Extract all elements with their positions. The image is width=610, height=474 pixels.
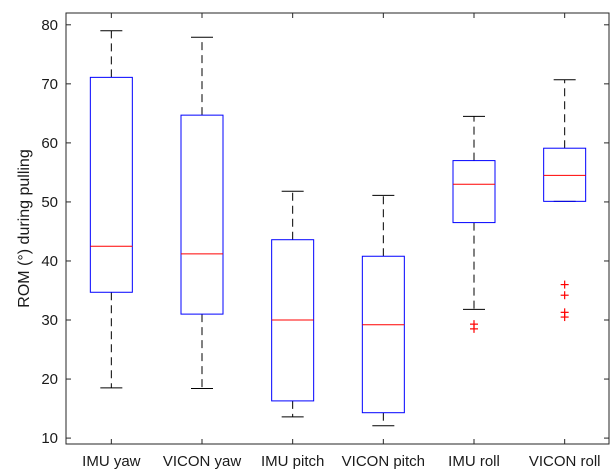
- axes: [65, 12, 610, 445]
- iqr-box: [89, 76, 133, 293]
- y-tick-label: 60: [41, 135, 58, 152]
- outlier-marker: [560, 280, 569, 289]
- iqr-box: [180, 114, 224, 315]
- x-tick-label: VICON pitch: [342, 453, 425, 470]
- box-vicon-yaw: [180, 36, 224, 390]
- plot-area: [89, 30, 587, 427]
- iqr-box: [361, 255, 405, 414]
- box-vicon-pitch: [361, 194, 405, 427]
- x-tick-label: IMU roll: [448, 453, 500, 470]
- outlier-marker: [560, 291, 569, 300]
- x-tick-label: VICON roll: [529, 453, 601, 470]
- x-tick-label: VICON yaw: [163, 453, 242, 470]
- y-tick-label: 40: [41, 253, 58, 270]
- x-tick-label: IMU yaw: [82, 453, 141, 470]
- x-tick-label: IMU pitch: [261, 453, 324, 470]
- iqr-box: [452, 160, 496, 224]
- y-tick-label: 80: [41, 17, 58, 34]
- x-axis-ticks: IMU yaw VICON yaw IMU pitch VICON pitch IMU …: [82, 13, 601, 470]
- y-tick-label: 50: [41, 194, 58, 211]
- box-imu-roll: [452, 115, 496, 333]
- y-tick-label: 10: [41, 430, 58, 447]
- y-tick-label: 30: [41, 312, 58, 329]
- y-tick-label: 20: [41, 371, 58, 388]
- axes-frame: [65, 12, 610, 445]
- box-imu-pitch: [271, 190, 315, 418]
- y-axis-label: ROM (°) during pulling: [16, 149, 33, 307]
- iqr-box: [543, 147, 587, 202]
- box-vicon-roll: [543, 79, 587, 322]
- outlier-marker: [470, 324, 478, 333]
- outlier-marker: [560, 313, 569, 322]
- y-axis-ticks: 10 20 30 40 50 60 70 80: [41, 17, 609, 447]
- y-tick-label: 70: [41, 76, 58, 93]
- box-imu-yaw: [89, 30, 133, 389]
